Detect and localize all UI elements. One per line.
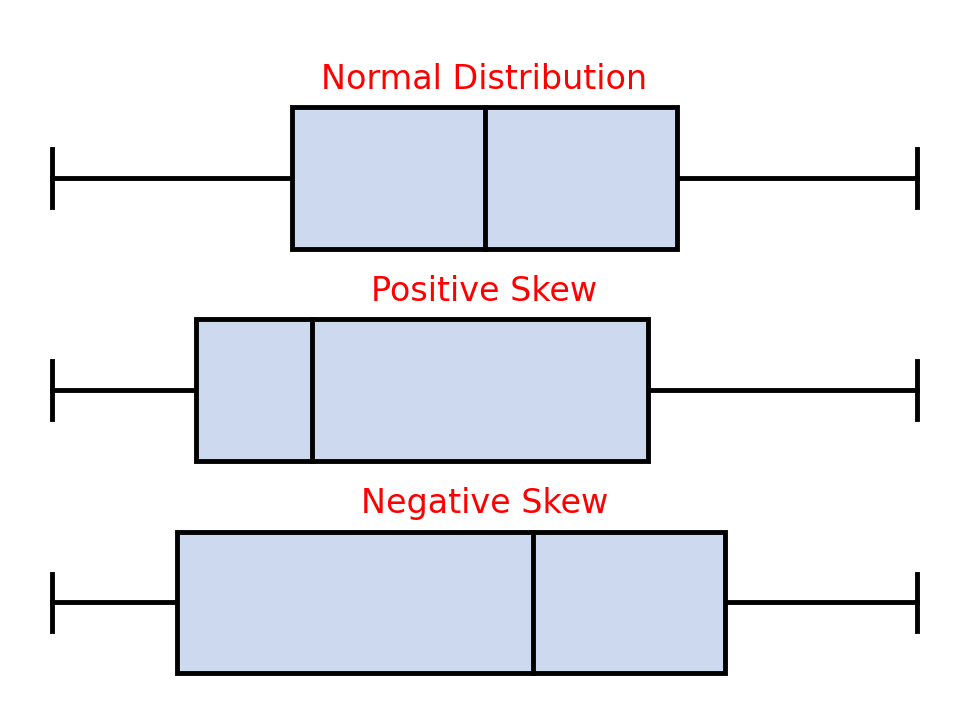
Text: Negative Skew: Negative Skew <box>360 487 609 520</box>
Bar <box>293 107 676 248</box>
Text: Positive Skew: Positive Skew <box>371 275 598 308</box>
Text: Normal Distribution: Normal Distribution <box>322 62 647 95</box>
Bar <box>197 319 648 461</box>
Bar <box>177 532 725 673</box>
